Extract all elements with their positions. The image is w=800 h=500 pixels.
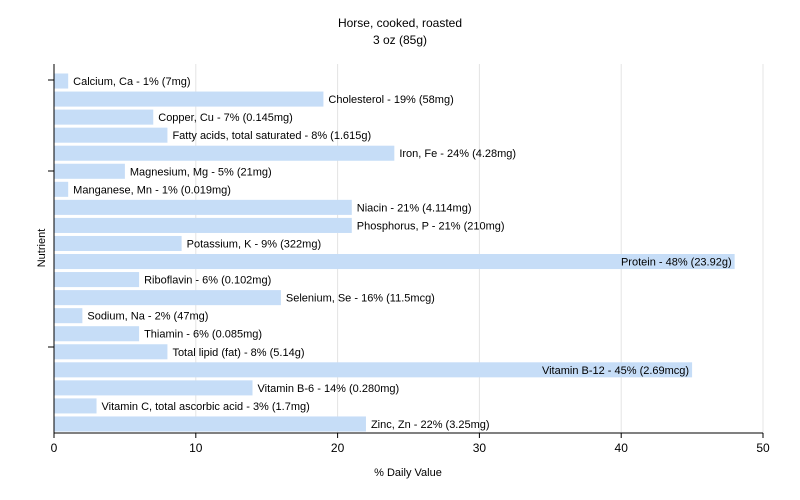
bar — [54, 380, 253, 396]
bar-labels: Calcium, Ca - 1% (7mg) Cholesterol - 19% … — [73, 76, 731, 431]
bar — [54, 217, 352, 233]
bar-label: Iron, Fe - 24% (4.28mg) — [399, 148, 516, 160]
x-tick-label: 10 — [189, 441, 203, 455]
bar — [54, 398, 97, 414]
bar — [54, 344, 168, 360]
chart-subtitle: 3 oz (85g) — [373, 33, 427, 47]
bar-label: Manganese, Mn - 1% (0.019mg) — [73, 184, 231, 196]
bar-label: Niacin - 21% (4.114mg) — [357, 202, 472, 214]
bar-label: Thiamin - 6% (0.085mg) — [144, 329, 262, 341]
bar-label: Fatty acids, total saturated - 8% (1.615… — [172, 130, 371, 142]
bar — [54, 254, 735, 270]
bar — [54, 91, 324, 107]
bar-label: Copper, Cu - 7% (0.145mg) — [158, 112, 293, 124]
bar-label: Vitamin B-12 - 45% (2.69mcg) — [542, 365, 689, 377]
bar — [54, 127, 168, 143]
bar-label: Selenium, Se - 16% (11.5mcg) — [286, 293, 435, 305]
y-axis-label: Nutrient — [36, 229, 48, 268]
bar-label: Zinc, Zn - 22% (3.25mg) — [371, 419, 490, 431]
axes: 0 10 20 30 40 50 — [48, 64, 770, 455]
chart-title: Horse, cooked, roasted — [338, 16, 462, 30]
bar — [54, 326, 140, 342]
bar — [54, 109, 154, 125]
x-tick-label: 50 — [756, 441, 770, 455]
x-tick-label: 30 — [473, 441, 487, 455]
bar-label: Vitamin C, total ascorbic acid - 3% (1.7… — [102, 401, 310, 413]
x-axis-label: % Daily Value — [374, 467, 442, 479]
bar-label: Total lipid (fat) - 8% (5.14g) — [172, 347, 304, 359]
bar — [54, 272, 140, 288]
x-tick-label: 20 — [331, 441, 345, 455]
bar — [54, 73, 69, 89]
bar — [54, 362, 693, 378]
bar — [54, 181, 69, 197]
bar — [54, 163, 125, 179]
bar-label: Magnesium, Mg - 5% (21mg) — [130, 166, 272, 178]
x-tick-label: 0 — [51, 441, 58, 455]
bar-label: Sodium, Na - 2% (47mg) — [87, 311, 208, 323]
bar — [54, 308, 83, 324]
bar-label: Protein - 48% (23.92g) — [621, 257, 732, 269]
bar-label: Cholesterol - 19% (58mg) — [328, 94, 453, 106]
bar-label: Phosphorus, P - 21% (210mg) — [357, 220, 505, 232]
x-tick-label: 40 — [615, 441, 629, 455]
bars — [54, 73, 735, 432]
bar-label: Calcium, Ca - 1% (7mg) — [73, 76, 190, 88]
bar-label: Vitamin B-6 - 14% (0.280mg) — [258, 383, 400, 395]
bar — [54, 235, 182, 251]
bar-label: Potassium, K - 9% (322mg) — [187, 238, 322, 250]
bar — [54, 290, 281, 306]
bar — [54, 416, 366, 432]
bar — [54, 145, 395, 161]
bar-label: Riboflavin - 6% (0.102mg) — [144, 275, 271, 287]
bar — [54, 199, 352, 215]
